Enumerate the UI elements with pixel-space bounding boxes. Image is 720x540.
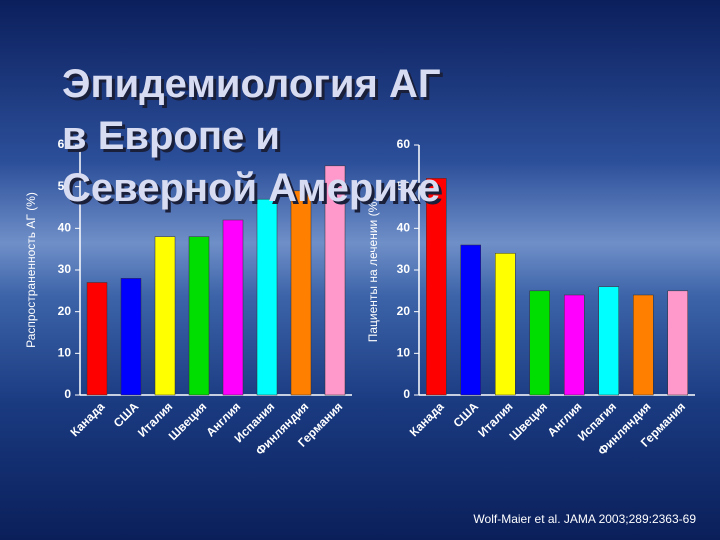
- bar: [222, 219, 244, 396]
- bar: [564, 294, 585, 396]
- y-tick-label: 60: [58, 137, 72, 151]
- x-tick-label: Канада: [407, 399, 447, 439]
- bar: [154, 236, 176, 396]
- title-line: Северной Америке: [62, 166, 441, 210]
- y-tick-label: 60: [397, 137, 411, 151]
- y-tick-label: 40: [397, 221, 411, 235]
- bar: [633, 294, 654, 396]
- y-tick-label: 30: [58, 262, 72, 276]
- slide-title: Эпидемиология АГ в Европе и Северной Аме…: [62, 58, 441, 214]
- y-tick-label: 50: [397, 179, 411, 193]
- bar: [120, 278, 142, 396]
- bar: [598, 286, 619, 396]
- y-tick-label: 20: [397, 304, 411, 318]
- y-tick-label: 30: [397, 262, 411, 276]
- y-tick-label: 20: [58, 304, 72, 318]
- source: Wolf-Maier et al. JAMA 2003;289:2363-69: [473, 512, 696, 526]
- y-axis-label: Распространенность АГ (%): [24, 192, 38, 348]
- bar: [460, 244, 481, 396]
- y-axis-label: Пациенты на лечении (%): [366, 198, 380, 343]
- bar: [86, 282, 108, 396]
- bar: [324, 165, 346, 396]
- y-tick-label: 10: [397, 346, 411, 360]
- title-line: в Европе и: [62, 114, 280, 158]
- y-tick-label: 0: [403, 387, 410, 401]
- x-tick-label: США: [450, 399, 481, 430]
- bar: [529, 290, 550, 396]
- bar: [426, 178, 447, 396]
- y-tick-label: 0: [64, 387, 71, 401]
- x-tick-label: Канада: [68, 399, 108, 439]
- y-tick-label: 10: [58, 346, 72, 360]
- x-tick-label: Швеция: [506, 399, 550, 443]
- x-tick-label: Швеция: [166, 399, 210, 443]
- bar: [495, 253, 516, 396]
- x-tick-label: США: [111, 399, 142, 430]
- bar: [667, 290, 688, 396]
- y-tick-label: 40: [58, 221, 72, 235]
- title-line: Эпидемиология АГ: [62, 62, 441, 106]
- bar: [188, 236, 210, 396]
- bar: [256, 198, 278, 396]
- bar: [290, 190, 312, 396]
- y-tick-label: 50: [58, 179, 72, 193]
